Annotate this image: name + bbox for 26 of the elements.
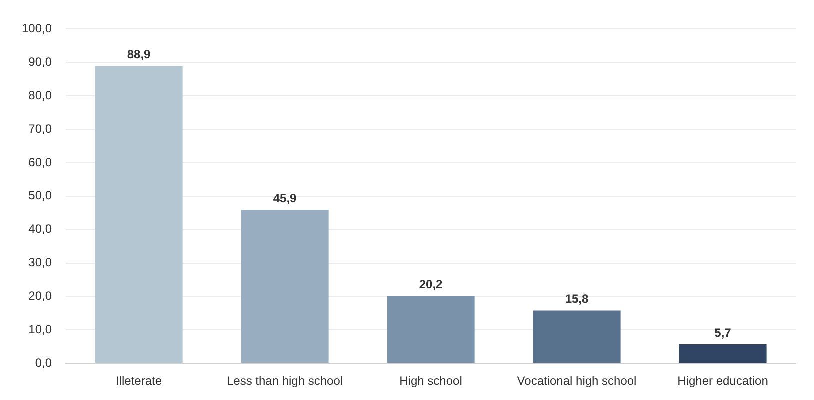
y-tick-label: 70,0	[28, 122, 52, 136]
y-tick-label: 80,0	[28, 88, 52, 102]
data-label: 20,2	[419, 277, 444, 292]
x-tick-label: Less than high school	[226, 374, 344, 388]
data-label: 88,9	[127, 48, 152, 62]
bar	[241, 210, 329, 364]
x-tick-label: High school	[400, 374, 462, 388]
bar	[95, 66, 183, 364]
y-tick-label: 100,0	[22, 22, 52, 36]
data-label: 5,7	[714, 326, 732, 340]
bar	[679, 344, 767, 364]
bar	[533, 310, 621, 364]
y-tick-label: 0,0	[35, 356, 52, 370]
y-tick-label: 60,0	[28, 155, 52, 170]
y-tick-label: 20,0	[28, 289, 52, 304]
y-tick-label: 30,0	[28, 256, 52, 270]
data-label: 45,9	[273, 191, 298, 206]
y-tick-label: 40,0	[28, 222, 52, 236]
data-label: 15,8	[565, 292, 590, 306]
bar	[387, 296, 475, 364]
y-tick-label: 50,0	[28, 188, 52, 203]
y-tick-label: 10,0	[28, 322, 52, 336]
y-tick-label: 90,0	[28, 54, 52, 69]
x-tick-label: Higher education	[678, 374, 768, 388]
x-tick-label: Illeterate	[116, 374, 162, 388]
x-tick-label: Vocational high school	[517, 374, 637, 388]
